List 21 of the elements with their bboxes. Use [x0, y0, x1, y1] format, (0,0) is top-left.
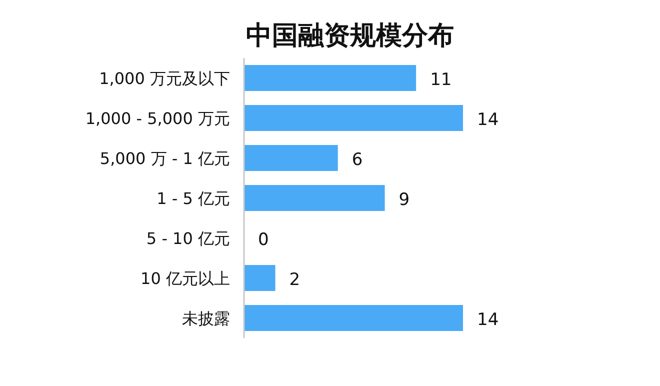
y-tick-label: 未披露: [182, 309, 230, 328]
data-label: 2: [289, 270, 300, 290]
y-tick-label: 1 - 5 亿元: [156, 189, 230, 208]
bar: [244, 65, 416, 91]
y-tick-label: 5 - 10 亿元: [146, 229, 230, 248]
y-tick-label: 5,000 万 - 1 亿元: [100, 149, 230, 168]
data-label: 11: [430, 70, 452, 90]
data-label: 0: [258, 230, 269, 250]
bar: [244, 265, 276, 291]
bar: [244, 185, 385, 211]
y-tick-label: 1,000 万元及以下: [99, 69, 230, 88]
y-tick-label: 10 亿元以上: [140, 269, 230, 288]
data-label: 6: [352, 150, 363, 170]
bar: [244, 145, 338, 171]
bar: [244, 105, 463, 131]
y-tick-label: 1,000 - 5,000 万元: [85, 109, 230, 128]
bar: [244, 305, 463, 331]
data-label: 14: [477, 310, 499, 330]
chart-title: 中国融资规模分布: [246, 21, 454, 51]
data-label: 14: [477, 110, 499, 130]
data-label: 9: [398, 190, 410, 210]
